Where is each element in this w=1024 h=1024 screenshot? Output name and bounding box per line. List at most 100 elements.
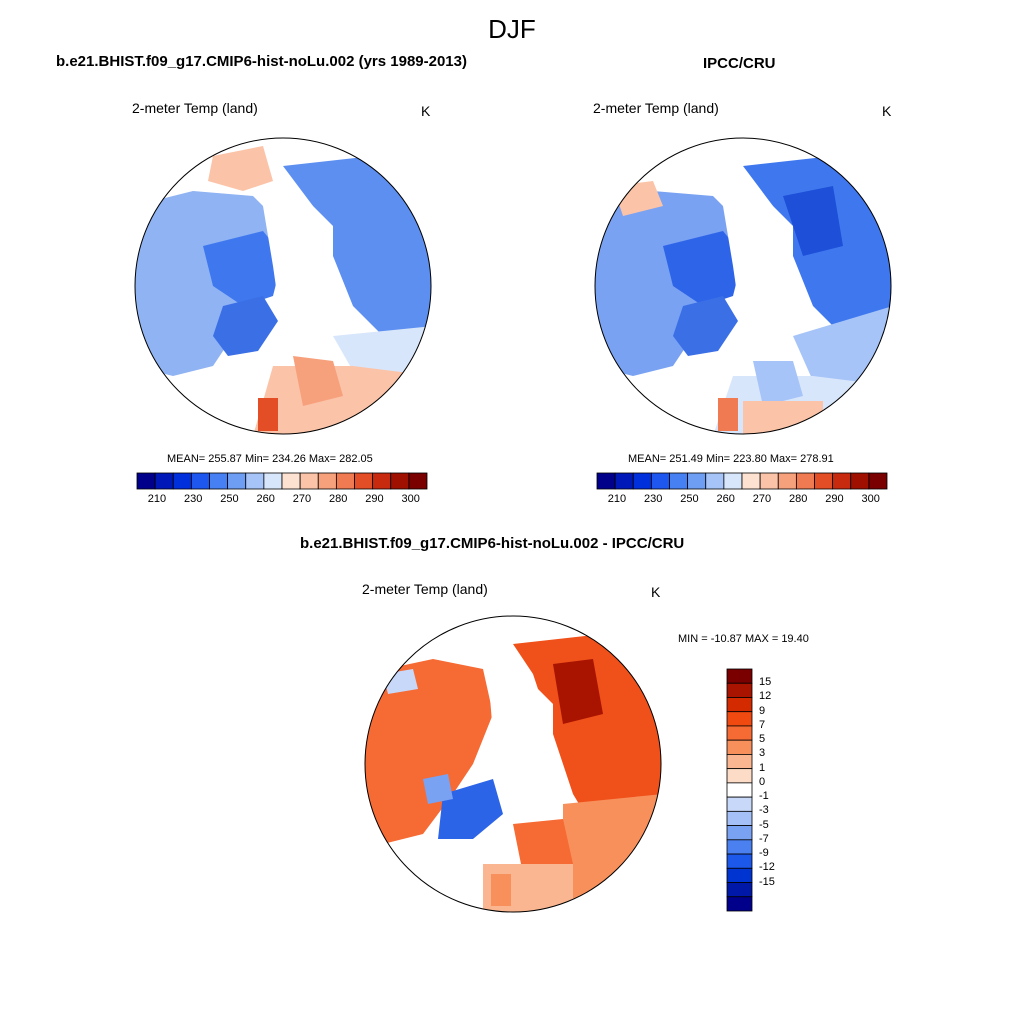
diff-colorbar-swatch xyxy=(726,796,753,812)
diff-map xyxy=(364,615,662,913)
diff-colorbar-swatch xyxy=(726,739,753,755)
diff-colorbar-swatch xyxy=(726,882,753,898)
model-colorbar-tick-label: 210 xyxy=(147,493,167,505)
diff-colorbar-tick-label: -15 xyxy=(759,875,775,888)
model-colorbar-swatch xyxy=(172,472,192,490)
model-colorbar-swatch xyxy=(299,472,319,490)
model-colorbar-swatch xyxy=(372,472,392,490)
obs-panel-title: IPCC/CRU xyxy=(703,55,776,72)
model-colorbar-swatch xyxy=(245,472,265,490)
obs-colorbar-swatch xyxy=(614,472,634,490)
model-uk xyxy=(258,398,278,431)
obs-colorbar-swatch xyxy=(832,472,852,490)
obs-colorbar-swatch xyxy=(795,472,815,490)
model-colorbar xyxy=(136,472,428,490)
diff-colorbar-tick-label: -5 xyxy=(759,818,769,831)
model-colorbar-tick-label: 290 xyxy=(365,493,384,505)
obs-map xyxy=(594,137,892,435)
diff-greenland xyxy=(438,779,503,839)
diff-stats: MIN = -10.87 MAX = 19.40 xyxy=(678,633,809,645)
diff-north-america xyxy=(365,659,493,844)
obs-colorbar-tick-label: 300 xyxy=(861,493,880,505)
obs-colorbar-swatch xyxy=(777,472,797,490)
diff-colorbar-tick-label: -3 xyxy=(759,804,769,817)
model-eurasia-south xyxy=(333,326,431,376)
diff-colorbar-swatch xyxy=(726,839,753,855)
model-colorbar-swatch xyxy=(209,472,229,490)
diff-colorbar-swatch xyxy=(726,853,753,869)
obs-colorbar-tick-label: 270 xyxy=(752,493,772,505)
model-colorbar-tick-label: 250 xyxy=(220,493,239,505)
obs-colorbar xyxy=(596,472,888,490)
model-colorbar-swatch xyxy=(190,472,210,490)
obs-arctic-ocean xyxy=(723,176,793,336)
obs-colorbar-swatch xyxy=(687,472,707,490)
model-panel-title: b.e21.BHIST.f09_g17.CMIP6-hist-noLu.002 … xyxy=(56,53,467,70)
obs-greenland xyxy=(673,296,738,356)
model-colorbar-swatch xyxy=(227,472,247,490)
diff-colorbar-swatch xyxy=(726,825,753,841)
obs-colorbar-swatch xyxy=(814,472,834,490)
obs-colorbar-swatch xyxy=(596,472,616,490)
diff-colorbar-swatch xyxy=(726,810,753,826)
diff-colorbar-swatch xyxy=(726,711,753,727)
diff-colorbar xyxy=(726,668,753,912)
model-colorbar-swatch xyxy=(335,472,355,490)
diff-colorbar-tick-label: -9 xyxy=(759,847,769,860)
obs-colorbar-swatch xyxy=(741,472,761,490)
obs-colorbar-swatch xyxy=(650,472,670,490)
model-colorbar-swatch xyxy=(154,472,174,490)
model-colorbar-tick-label: 230 xyxy=(184,493,203,505)
model-scandinavia xyxy=(293,356,343,406)
model-colorbar-tick-label: 300 xyxy=(401,493,420,505)
model-colorbar-swatch xyxy=(390,472,410,490)
model-canada-arctic xyxy=(203,231,283,306)
model-colorbar-swatch xyxy=(263,472,283,490)
model-stats: MEAN= 255.87 Min= 234.26 Max= 282.05 xyxy=(167,453,373,465)
obs-colorbar-tick-label: 290 xyxy=(825,493,844,505)
diff-colorbar-tick-label: 15 xyxy=(759,676,772,689)
model-variable-label: 2-meter Temp (land) xyxy=(132,100,258,116)
diff-colorbar-swatch xyxy=(726,754,753,770)
model-colorbar-swatch xyxy=(136,472,156,490)
diff-colorbar-swatch xyxy=(726,896,753,912)
obs-western-europe xyxy=(743,401,823,434)
model-colorbar-tick-label: 270 xyxy=(292,493,312,505)
diff-colorbar-tick-label: 5 xyxy=(759,733,766,746)
diff-eurasia-south xyxy=(563,794,661,912)
diff-arctic-ocean xyxy=(488,654,553,809)
diff-uk xyxy=(491,874,511,906)
obs-siberia-core xyxy=(783,186,843,256)
model-arctic-ocean xyxy=(263,176,333,336)
diff-colorbar-swatch xyxy=(726,697,753,713)
model-colorbar-swatch xyxy=(354,472,374,490)
diff-colorbar-tick-label: 3 xyxy=(759,747,766,760)
obs-colorbar-tick-label: 260 xyxy=(716,493,735,505)
obs-canada-arctic xyxy=(663,231,743,306)
figure-title: DJF xyxy=(488,14,536,44)
diff-colorbar-swatch xyxy=(726,682,753,698)
diff-scandinavia xyxy=(513,819,573,874)
obs-colorbar-swatch xyxy=(868,472,888,490)
obs-colorbar-swatch xyxy=(759,472,779,490)
diff-siberia xyxy=(513,634,661,844)
obs-colorbar-swatch xyxy=(632,472,652,490)
obs-variable-label: 2-meter Temp (land) xyxy=(593,100,719,116)
obs-colorbar-swatch xyxy=(723,472,743,490)
diff-colorbar-tick-label: -12 xyxy=(759,861,775,874)
diff-colorbar-swatch xyxy=(726,725,753,741)
obs-colorbar-swatch xyxy=(850,472,870,490)
diff-siberia-hotspot xyxy=(553,659,603,724)
obs-colorbar-tick-label: 250 xyxy=(680,493,699,505)
obs-stats: MEAN= 251.49 Min= 223.80 Max= 278.91 xyxy=(628,453,834,465)
obs-colorbar-swatch xyxy=(705,472,725,490)
diff-colorbar-tick-label: 7 xyxy=(759,718,766,731)
model-map xyxy=(134,137,432,435)
model-colorbar-tick-label: 260 xyxy=(256,493,275,505)
obs-colorbar-tick-label: 230 xyxy=(644,493,663,505)
diff-colorbar-tick-label: -1 xyxy=(759,790,769,803)
obs-colorbar-swatch xyxy=(669,472,689,490)
obs-scandinavia xyxy=(753,361,803,406)
model-alaska xyxy=(208,146,273,191)
obs-colorbar-tick-label: 210 xyxy=(607,493,627,505)
